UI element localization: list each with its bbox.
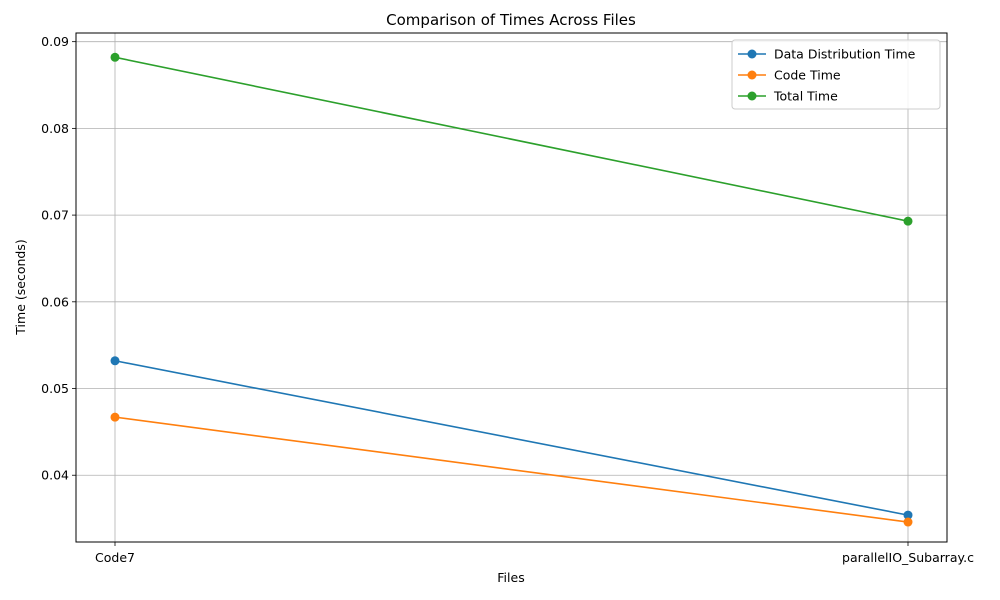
legend-label: Total Time: [773, 89, 838, 104]
y-tick-label: 0.06: [41, 294, 69, 309]
series-data-distribution-time: [110, 356, 913, 520]
legend-label: Data Distribution Time: [774, 47, 916, 62]
y-tick-label: 0.04: [41, 468, 69, 483]
chart-title: Comparison of Times Across Files: [386, 11, 636, 29]
legend-entry: Total Time: [738, 89, 838, 104]
legend-label: Code Time: [774, 68, 841, 83]
series-code-time: [110, 412, 913, 527]
y-axis-ticks: 0.04 0.05 0.06 0.07 0.08 0.09: [41, 34, 76, 483]
grid-lines: [76, 33, 947, 542]
series-line: [114, 359, 909, 516]
x-axis-ticks: Code7 parallelIO_Subarray.c: [95, 542, 974, 565]
y-tick-label: 0.07: [41, 208, 69, 223]
plot-frame: [75, 32, 948, 543]
data-point: [903, 517, 913, 527]
legend-entry: Code Time: [738, 68, 841, 83]
data-point: [110, 412, 120, 422]
data-point: [903, 510, 913, 520]
y-axis-label: Time (seconds): [13, 239, 28, 335]
x-axis-label: Files: [497, 570, 524, 585]
x-tick-label: parallelIO_Subarray.c: [842, 550, 974, 565]
series-line: [114, 416, 909, 523]
data-point: [110, 52, 120, 62]
y-tick-label: 0.08: [41, 121, 69, 136]
x-tick-label: Code7: [95, 550, 135, 565]
legend-marker: [747, 70, 757, 80]
series-line: [114, 56, 909, 222]
legend-entry: Data Distribution Time: [738, 47, 916, 62]
y-tick-label: 0.09: [41, 34, 69, 49]
legend-marker: [747, 91, 757, 101]
legend: Data Distribution Time Code Time Total Tim…: [731, 39, 941, 110]
y-tick-label: 0.05: [41, 381, 69, 396]
legend-marker: [747, 49, 757, 59]
legend-box: [731, 39, 941, 110]
series-layer: [110, 52, 913, 527]
data-point: [110, 356, 120, 366]
data-point: [903, 216, 913, 226]
series-total-time: [110, 52, 913, 226]
